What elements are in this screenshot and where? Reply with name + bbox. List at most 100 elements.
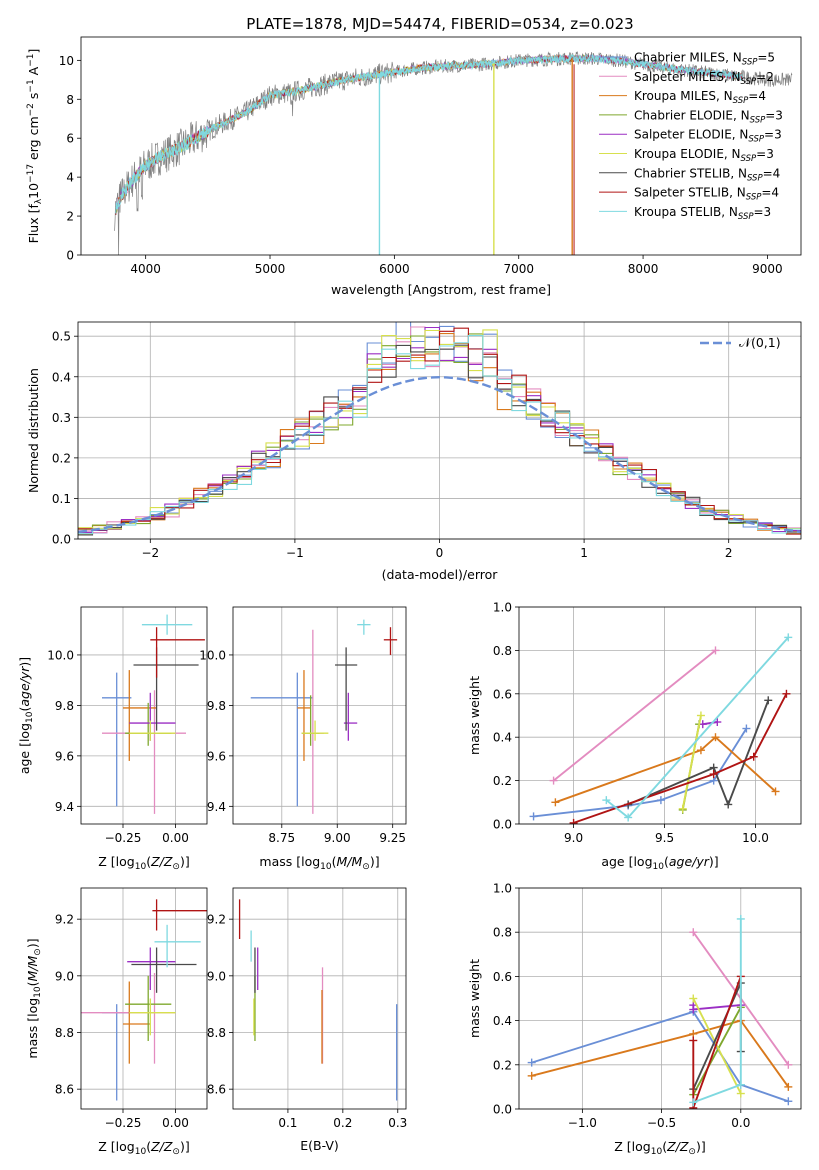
legend-entry: Salpeter MILES, NSSP=2 (634, 70, 774, 87)
weight-marker (624, 813, 633, 822)
weight-marker (784, 633, 793, 642)
panel-mass-vs-z: −0.25 0.00 8.6 8.8 9.0 9.2 Z [log10(Z/Z⊙)] mass… (25, 887, 208, 1157)
legend-entry: Salpeter ELODIE, NSSP=3 (634, 128, 782, 145)
y-tick-label: 0.1 (52, 492, 71, 506)
y-tick-label: 6 (66, 132, 74, 146)
x-tick-label: 9.00 (324, 831, 351, 845)
y-tick-label: 9.4 (55, 800, 74, 814)
x-tick-label: −0.25 (105, 831, 142, 845)
axes-frame (77, 321, 802, 540)
x-tick-label: 2 (725, 546, 733, 560)
x-tick-label: 9.5 (655, 831, 674, 845)
weight-marker (689, 928, 698, 937)
axes-frame (232, 887, 407, 1110)
y-tick-label: 9.2 (207, 913, 226, 927)
y-tick-label: 0.6 (493, 970, 512, 984)
y-tick-label: 0.2 (493, 774, 512, 788)
weight-line-0 (531, 1010, 789, 1103)
y-tick-label: 0.2 (493, 1058, 512, 1072)
y-tick-label: 2 (66, 210, 74, 224)
errorbar-point-3 (125, 975, 172, 1041)
weight-marker (713, 718, 722, 727)
y-tick-label: 0.3 (52, 411, 71, 425)
weight-marker (678, 804, 687, 813)
panel-weight-vs-z: −1.0 −0.5 0.0 0.0 0.2 0.4 0.6 0.8 1.0 Z [log10(Z/… (467, 882, 802, 1157)
y-tick-label: 8 (66, 93, 74, 107)
weight-marker (529, 812, 538, 821)
y-tick-label: 9.6 (207, 749, 226, 763)
x-tick-label: −0.5 (647, 1116, 676, 1130)
y-tick-label: 0.2 (52, 451, 71, 465)
y-axis-label: mass weight (467, 959, 482, 1038)
y-tick-label: 0.4 (493, 731, 512, 745)
axes-frame (80, 887, 208, 1110)
errorbar-point-5 (129, 998, 176, 1036)
y-tick-label: 9.6 (55, 749, 74, 763)
x-tick-label: 5000 (255, 262, 286, 276)
weight-marker (656, 796, 665, 805)
axes-frame (518, 606, 802, 825)
y-axis-label: Flux [fλ10−17 erg cm−2 s−1 A−1] (26, 49, 44, 244)
legend-entry: Chabrier ELODIE, NSSP=3 (634, 108, 783, 125)
y-tick-label: 9.0 (207, 969, 226, 983)
y-tick-label: 10 (59, 54, 74, 68)
weight-marker (549, 776, 558, 785)
x-tick-label: 7000 (503, 262, 534, 276)
x-tick-label: 0.00 (162, 1116, 189, 1130)
y-axis-label: mass [log10(M/M⊙)] (25, 938, 43, 1058)
x-tick-label: −1.0 (568, 1116, 597, 1130)
y-tick-label: 1.0 (493, 601, 512, 615)
weight-marker (689, 1005, 698, 1014)
model-spectrum-top (115, 53, 743, 214)
x-axis-label: mass [log10(M/M⊙)] (259, 854, 379, 872)
y-tick-label: 4 (66, 171, 74, 185)
weight-marker (764, 696, 773, 705)
weight-marker (736, 914, 745, 923)
panel-weight-vs-age: 9.0 9.5 10.0 0.0 0.2 0.4 0.6 0.8 1.0 age [log10(a… (467, 601, 802, 872)
errorbar-point-6 (133, 647, 199, 731)
y-tick-label: 0.4 (493, 1014, 512, 1028)
axes-frame (80, 606, 208, 825)
weight-marker (736, 1089, 745, 1098)
y-tick-label: 0.8 (493, 644, 512, 658)
x-tick-label: 4000 (130, 262, 161, 276)
weight-marker (736, 1080, 745, 1089)
y-tick-label: 8.8 (207, 1026, 226, 1040)
weight-marker (527, 1071, 536, 1080)
weight-marker (689, 1036, 698, 1045)
normal-reference-curve (78, 375, 801, 534)
weight-line-4 (692, 1004, 741, 1011)
plot-area-age-vs-mass (250, 619, 398, 814)
x-tick-label: 0.2 (333, 1116, 352, 1130)
x-tick-label: −2 (141, 546, 159, 560)
weight-marker (689, 1098, 698, 1107)
y-axis-label: mass weight (467, 676, 482, 755)
axes-frame (80, 36, 802, 256)
weight-marker (696, 746, 705, 755)
x-tick-label: 0 (436, 546, 444, 560)
x-axis-label: E(B-V) (300, 1138, 339, 1153)
y-tick-label: 9.4 (207, 800, 226, 814)
errorbar-point-1 (301, 629, 324, 814)
weight-marker (782, 689, 791, 698)
plot-area-mass-vs-ebv (238, 899, 398, 1101)
weight-marker (742, 724, 751, 733)
y-tick-label: 0.0 (52, 533, 71, 547)
x-tick-label: 0.00 (162, 831, 189, 845)
weight-marker (709, 770, 718, 779)
x-tick-label: 0.1 (278, 1116, 297, 1130)
weight-marker (711, 646, 720, 655)
plot-area-age-vs-z (102, 614, 205, 814)
weight-line-1 (553, 649, 717, 782)
x-tick-label: 9000 (752, 262, 783, 276)
legend-entry: Salpeter STELIB, NSSP=4 (634, 186, 779, 203)
errorbar-point-5 (129, 720, 176, 741)
x-axis-label: (data-model)/error (382, 567, 499, 582)
legend-entry: Kroupa STELIB, NSSP=3 (634, 205, 771, 222)
plot-area-weight-vs-age (529, 633, 793, 824)
legend-entry: Kroupa MILES, NSSP=4 (634, 89, 766, 106)
panel-residuals: −2 −1 0 1 2 0.0 0.1 0.2 0.3 0.4 0.5 𝒩(0,1) (data-mod… (26, 321, 802, 582)
y-tick-label: 10.0 (47, 648, 74, 662)
x-axis-label: age [log10(age/yr)] (601, 854, 718, 872)
x-axis-label: Z [log10(Z/Z⊙)] (614, 1139, 705, 1157)
